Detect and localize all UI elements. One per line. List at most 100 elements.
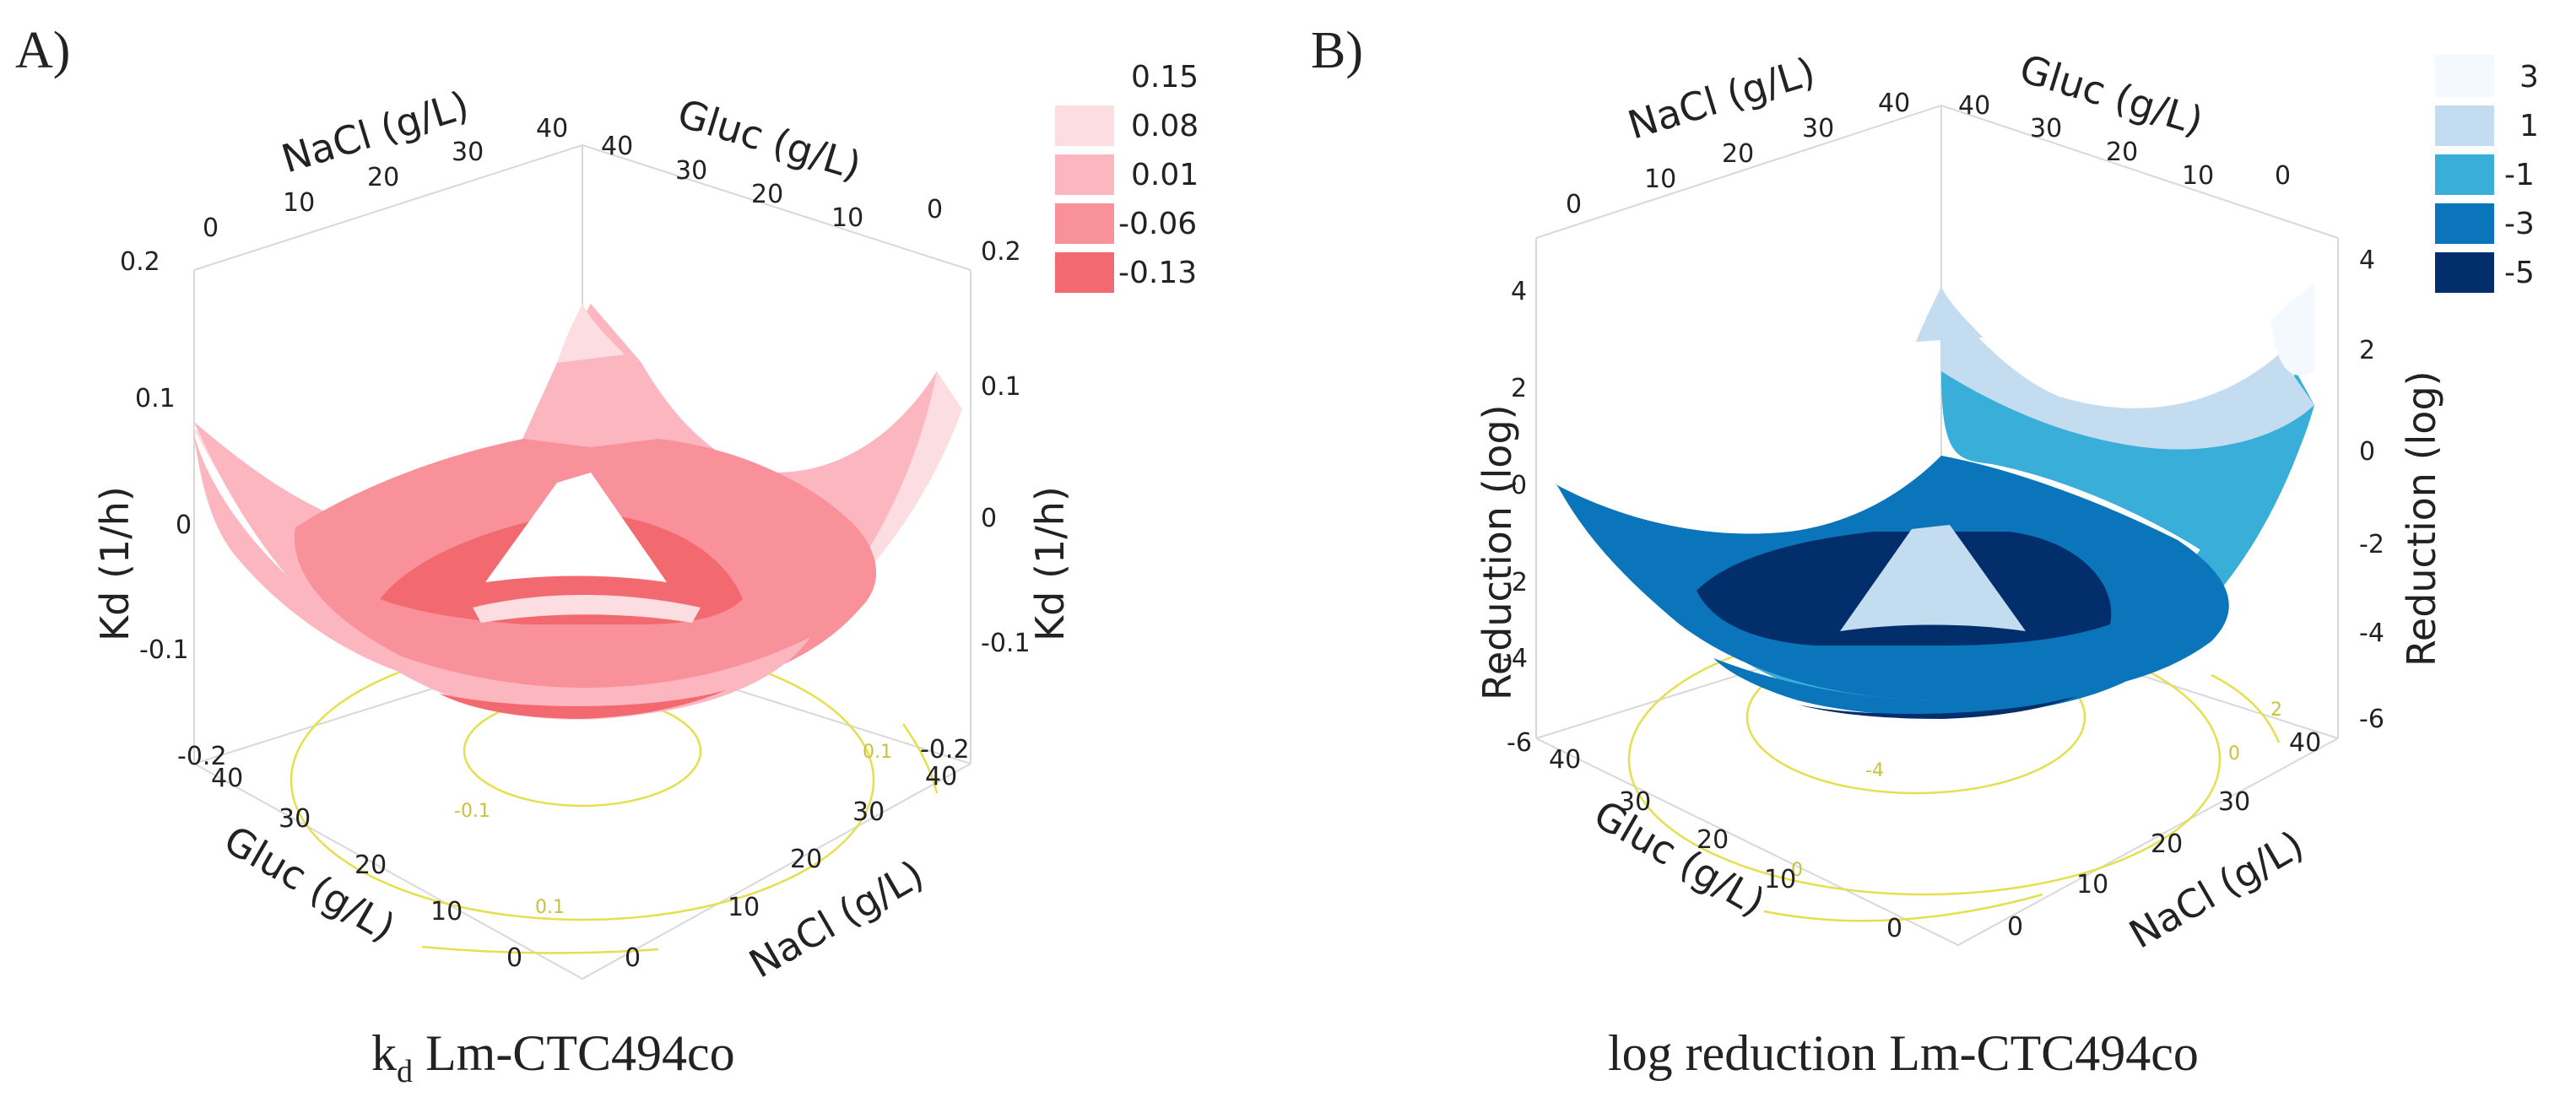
- tick-label: 10: [831, 203, 863, 233]
- panel-b: B) -4 0 0 2: [1311, 22, 2539, 1081]
- caption-b: log reduction Lm-CTC494co: [1608, 1025, 2199, 1081]
- tick-label: 0: [203, 213, 219, 243]
- panel-a-label: A): [15, 22, 70, 79]
- tick-label: 10: [2182, 161, 2214, 191]
- legend-swatch-b-4: [2435, 252, 2494, 293]
- tick-label: 2: [1511, 374, 1527, 403]
- tick-label: -0.2: [920, 735, 970, 765]
- legend-swatch-b-0: [2435, 55, 2494, 97]
- panel-a-ticks: 0 10 20 30 40 40 30 20 10 0 0.2 0.1 0 -0…: [120, 114, 1031, 973]
- tick-label: 40: [925, 762, 957, 792]
- tick-label: 0: [625, 943, 641, 973]
- tick-label: 30: [1802, 114, 1834, 143]
- legend-swatch-a-4: [1055, 252, 1114, 293]
- axis-title-gluc-front-b: Gluc (g/L): [1587, 792, 1773, 926]
- tick-label: 30: [852, 797, 885, 827]
- legend-b: 3 1 -1 -3 -5: [2435, 55, 2539, 293]
- caption-b-main: log reduction Lm-CTC494co: [1608, 1025, 2199, 1081]
- tick-label: 10: [2076, 870, 2108, 900]
- tick-label: 0: [1886, 914, 1902, 943]
- tick-label: 40: [536, 114, 568, 143]
- tick-label: 40: [2289, 728, 2321, 758]
- surface-band-b-top: [2270, 283, 2314, 376]
- tick-label: -0.1: [139, 635, 189, 665]
- panel-b-label: B): [1311, 22, 1363, 79]
- panel-b-surface: [1556, 283, 2314, 719]
- tick-label: -4: [1502, 644, 1528, 673]
- axis-title-z-left-b: Reduction (log): [1475, 404, 1520, 700]
- panel-a-contours: -0.1 0.1 0.1: [290, 640, 939, 954]
- tick-label: 40: [1549, 745, 1581, 775]
- tick-label: -2: [2359, 530, 2384, 559]
- surface-fold-b: [1840, 525, 2026, 631]
- tick-label: 4: [2359, 246, 2375, 275]
- tick-label: 0: [981, 504, 997, 533]
- contour-line: [421, 945, 659, 954]
- tick-label: 0: [1566, 190, 1582, 219]
- surface-band-b-skirt: [1713, 658, 2161, 716]
- tick-label: 30: [675, 156, 707, 186]
- surface-band-b-mid: [1941, 371, 2314, 557]
- tick-label: -0.2: [177, 742, 227, 771]
- tick-label: 20: [354, 851, 387, 880]
- tick-label: 10: [1764, 865, 1796, 894]
- axis-title-nacl-front-a: NaCl (g/L): [742, 851, 932, 987]
- tick-label: 0.2: [981, 237, 1021, 267]
- tick-label: 20: [790, 845, 822, 874]
- tick-label: 0: [1511, 471, 1527, 500]
- surface-band-b-bottom: [1798, 696, 2076, 719]
- tick-label: 20: [1697, 825, 1729, 855]
- tick-label: 20: [751, 180, 783, 209]
- panel-b-ticks: 0 10 20 30 40 40 30 20 10 0 4 2 0 -2 -4 …: [1502, 89, 2384, 943]
- tick-label: -4: [2359, 619, 2384, 648]
- tick-label: 10: [728, 893, 760, 922]
- axis-title-z-left-a: Kd (1/h): [92, 486, 138, 641]
- tick-label: 30: [452, 138, 484, 167]
- tick-label: 40: [601, 132, 633, 161]
- tick-label: 4: [1511, 277, 1527, 306]
- axis-title-z-right-a: Kd (1/h): [1027, 486, 1073, 641]
- tick-label: 40: [1878, 89, 1910, 118]
- tick-label: 0.2: [120, 247, 160, 277]
- tick-label: 30: [279, 804, 311, 834]
- tick-label: 40: [1958, 91, 1990, 121]
- legend-swatch-a-1: [1055, 105, 1114, 146]
- tick-label: 0: [506, 943, 522, 973]
- legend-label-a-4: -0.13: [1118, 256, 1197, 290]
- contour-label-b-3: 2: [2270, 700, 2282, 721]
- tick-label: 20: [1722, 139, 1754, 169]
- contour-line: [901, 723, 939, 794]
- contour-label-b-1: 0: [2228, 743, 2240, 765]
- panel-a: A) -0.1 0.1 0.1: [15, 22, 1199, 1089]
- legend-label-b-1: 1: [2519, 109, 2539, 143]
- tick-label: 0: [927, 195, 943, 224]
- caption-a-main: k: [371, 1025, 397, 1081]
- legend-label-b-0: 3: [2519, 60, 2539, 95]
- axis-title-gluc-front-a: Gluc (g/L): [217, 817, 403, 951]
- tick-label: 20: [367, 163, 399, 192]
- surface-fold-a-inner: [473, 595, 701, 623]
- tick-label: 20: [2106, 138, 2138, 167]
- tick-label: 30: [2218, 787, 2250, 817]
- axis-title-nacl-back-b: NaCl (g/L): [1622, 48, 1820, 148]
- contour-label-a-1: 0.1: [863, 742, 892, 763]
- tick-label: 0.1: [135, 384, 176, 413]
- contour-label-b-2: 0: [1791, 860, 1803, 881]
- legend-label-b-3: -3: [2504, 207, 2535, 241]
- panel-a-surface: [192, 304, 962, 721]
- surface-fold-a: [485, 473, 667, 582]
- legend-a: 0.15 0.08 0.01 -0.06 -0.13: [1055, 55, 1199, 293]
- contour-label-a-0: -0.1: [454, 801, 490, 822]
- legend-label-a-0: 0.15: [1131, 60, 1199, 95]
- tick-label: 0.1: [981, 372, 1021, 402]
- surface-band-a-bottom: [439, 690, 726, 719]
- tick-label: 10: [1644, 165, 1676, 194]
- surface-band-b-light: [1941, 295, 2314, 450]
- caption-a-sub: d: [397, 1054, 413, 1089]
- tick-label: 0: [2007, 912, 2023, 942]
- tick-label: -2: [1502, 568, 1528, 597]
- tick-label: 0: [2359, 437, 2375, 467]
- tick-label: 0: [2275, 161, 2291, 191]
- surface-band-a-2: [192, 426, 422, 671]
